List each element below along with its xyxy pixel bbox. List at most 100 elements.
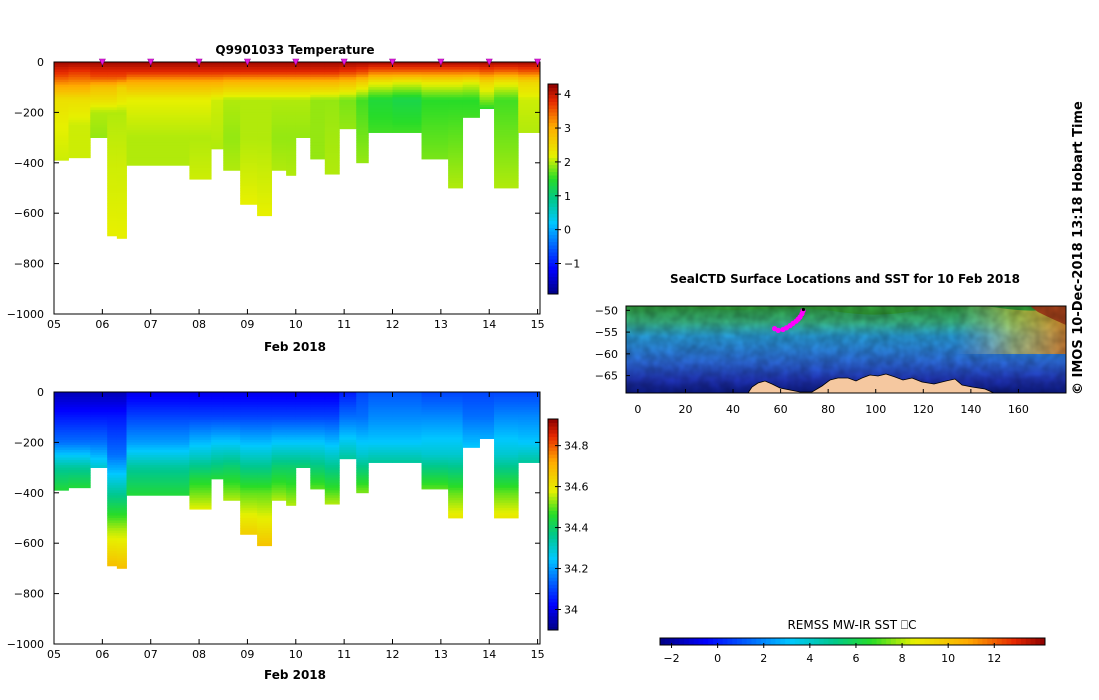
profile-15-cell	[324, 495, 340, 499]
profile-16-cell	[339, 127, 357, 130]
profile-10-cell	[257, 528, 273, 531]
sst-colorbar-swatch	[1035, 638, 1041, 645]
profile-7-cell	[211, 399, 224, 403]
profile-10-cell	[257, 155, 273, 159]
profile-3-cell	[107, 495, 118, 499]
profile-12-cell	[286, 414, 297, 418]
profile-10-cell	[257, 122, 273, 126]
profile-4-cell	[116, 218, 127, 222]
profile-5-cell	[126, 82, 190, 86]
profile-6-cell	[189, 102, 212, 106]
profile-4-cell	[116, 487, 127, 491]
profile-15-cell	[324, 502, 340, 505]
profile-8-cell	[223, 397, 241, 400]
sst-colorbar-tick-label: 12	[987, 652, 1001, 665]
profile-10-cell	[257, 427, 273, 431]
profile-12-cell	[286, 107, 297, 111]
colorbar-swatch	[548, 447, 558, 452]
profile-10-cell	[257, 442, 273, 446]
sst-colorbar-swatch	[876, 638, 882, 645]
profile-7-cell	[211, 137, 224, 141]
colorbar-swatch	[548, 517, 558, 522]
profile-12-cell	[286, 125, 297, 128]
profile-6-cell	[189, 117, 212, 121]
profile-10-cell	[257, 414, 273, 418]
profile-0-cell	[54, 444, 69, 448]
profile-22-cell	[462, 397, 480, 400]
profile-21-cell	[448, 82, 464, 86]
profile-2-cell	[90, 125, 108, 128]
profile-17-cell	[356, 452, 369, 456]
profile-13-cell	[295, 442, 311, 446]
profile-4-cell	[116, 235, 127, 239]
profile-10-cell	[257, 67, 273, 70]
profile-24-cell	[494, 455, 519, 458]
profile-16-cell	[339, 412, 357, 416]
profile-20-cell	[421, 449, 449, 453]
profile-10-cell	[257, 190, 273, 194]
profile-0-cell	[54, 145, 69, 149]
profile-16-cell	[339, 437, 357, 441]
profile-14-cell	[310, 444, 326, 448]
profile-3-cell	[107, 210, 118, 214]
profile-2-cell	[90, 402, 108, 405]
profile-10-cell	[257, 119, 273, 123]
profile-8-cell	[223, 130, 241, 133]
profile-3-cell	[107, 150, 118, 154]
surface-marker	[98, 58, 106, 66]
profile-16-cell	[339, 407, 357, 411]
profile-24-cell	[494, 137, 519, 141]
profile-3-cell	[107, 434, 118, 438]
profile-15-cell	[324, 67, 340, 70]
profile-1-cell	[68, 397, 91, 400]
profile-18-cell	[368, 444, 393, 448]
profile-3-cell	[107, 472, 118, 476]
profile-5-cell	[126, 152, 190, 156]
profile-8-cell	[223, 69, 241, 73]
profile-15-cell	[324, 140, 340, 144]
profile-10-cell	[257, 102, 273, 106]
profile-8-cell	[223, 114, 241, 118]
profile-14-cell	[310, 432, 326, 436]
profile-5-cell	[126, 130, 190, 133]
profile-20-cell	[421, 62, 449, 65]
profile-19-cell	[392, 412, 422, 416]
profile-7-cell	[211, 125, 224, 128]
profile-9-cell	[240, 72, 258, 75]
profile-17-cell	[356, 147, 369, 151]
profile-19-cell	[392, 94, 422, 98]
profile-4-cell	[116, 177, 127, 181]
profile-1-cell	[68, 447, 91, 451]
profile-22-cell	[462, 79, 480, 83]
profile-1-cell	[68, 437, 91, 441]
profile-9-cell	[240, 404, 258, 408]
profile-9-cell	[240, 150, 258, 154]
profile-25-cell	[518, 92, 541, 96]
profile-7-cell	[211, 434, 224, 438]
profile-13-cell	[295, 112, 311, 116]
colorbar-swatch	[548, 147, 558, 151]
profile-14-cell	[310, 412, 326, 416]
profile-5-cell	[126, 419, 190, 423]
profile-4-cell	[116, 520, 127, 524]
profile-3-cell	[107, 177, 118, 181]
profile-4-cell	[116, 208, 127, 212]
profile-10-cell	[257, 127, 273, 131]
profile-17-cell	[356, 74, 369, 78]
profile-9-cell	[240, 107, 258, 111]
profile-9-cell	[240, 429, 258, 433]
profile-21-cell	[448, 515, 464, 519]
profile-18-cell	[368, 422, 393, 426]
profile-11-cell	[271, 89, 287, 93]
profile-4-cell	[116, 122, 127, 126]
profile-14-cell	[310, 87, 326, 91]
profile-1-cell	[68, 465, 91, 468]
profile-0-cell	[54, 112, 69, 116]
profile-8-cell	[223, 477, 241, 481]
profile-20-cell	[421, 457, 449, 461]
profile-8-cell	[223, 140, 241, 144]
profile-10-cell	[257, 520, 273, 524]
profile-16-cell	[339, 394, 357, 398]
profile-25-cell	[518, 452, 541, 456]
profile-5-cell	[126, 107, 190, 111]
